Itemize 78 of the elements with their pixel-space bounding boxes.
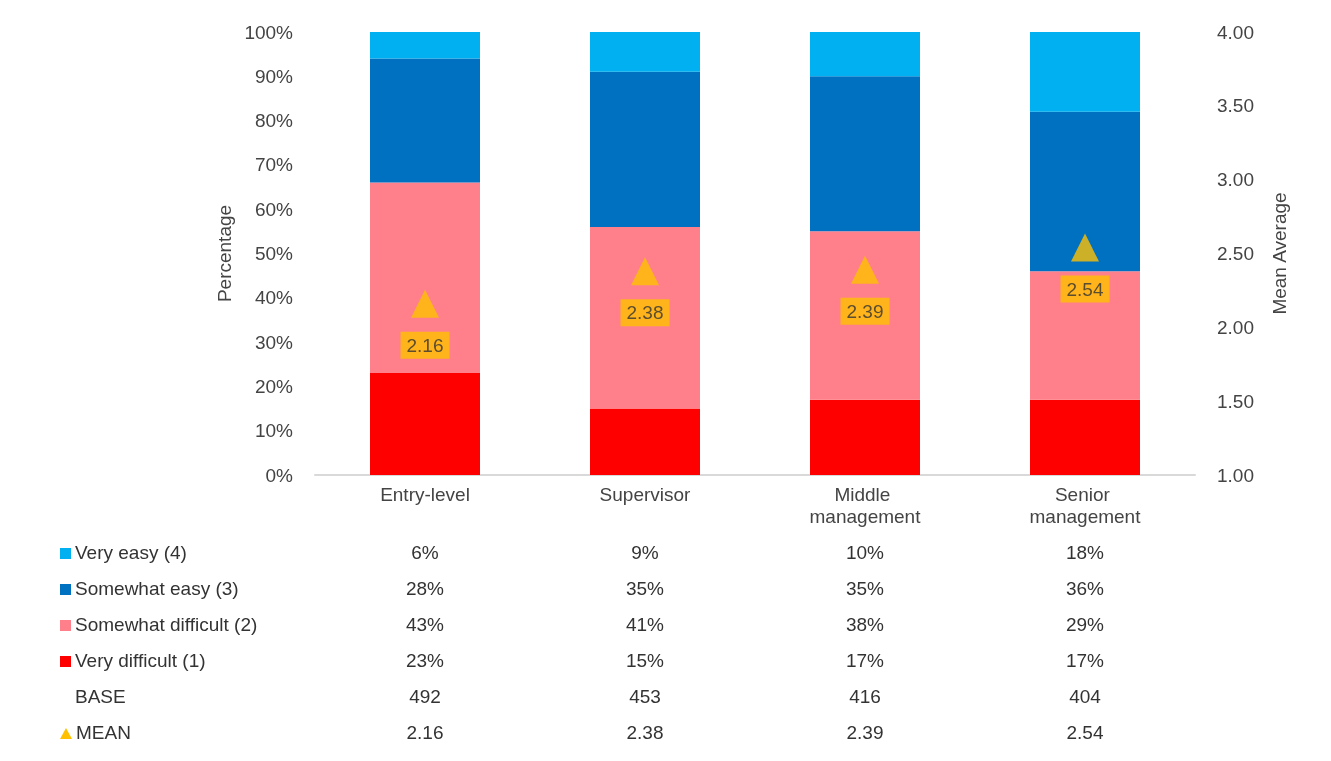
y-tick-label: 30% (254, 331, 294, 353)
point (411, 289, 439, 318)
data-label: 15% (625, 650, 665, 672)
bar (370, 373, 480, 475)
data-label: 18% (1065, 542, 1105, 564)
data-label: 17% (845, 650, 885, 672)
data-label: 29% (1065, 614, 1105, 636)
y2-tick-label: 1.00 (1217, 464, 1254, 486)
bar (1030, 271, 1140, 400)
data-label: 41% (625, 614, 665, 636)
y-tick-label: 0% (265, 464, 294, 486)
y2-tick-label: 1.50 (1217, 390, 1254, 412)
data-label: 2.54 (1066, 722, 1104, 744)
bar (370, 182, 480, 374)
point (631, 257, 659, 286)
y-tick-label: 90% (254, 65, 294, 87)
legend-label: MEAN (76, 722, 131, 744)
data-label: 43% (405, 614, 445, 636)
text: 453 (629, 686, 661, 708)
text: 416 (849, 686, 881, 708)
data-label: 38% (845, 614, 885, 636)
text: 404 (1069, 686, 1101, 708)
data-label: 36% (1065, 578, 1105, 600)
legend-label: Somewhat easy (3) (75, 578, 239, 600)
y-tick-label: 50% (254, 243, 294, 264)
data-label: 35% (625, 578, 665, 600)
x-tick-label: Supervisor (599, 483, 692, 505)
y-tick-label: 40% (254, 287, 294, 309)
bar (1030, 399, 1140, 475)
bar (810, 399, 920, 475)
text: 2.39 (846, 300, 884, 322)
data-label: 2.39 (846, 722, 884, 744)
legend-label: Somewhat difficult (2) (75, 614, 258, 636)
y-tick-label: 100% (244, 21, 294, 43)
point (1071, 233, 1099, 262)
bar (590, 226, 700, 409)
bar (590, 408, 700, 475)
y-tick-label: 60% (254, 198, 294, 220)
y-tick-label: 70% (254, 154, 294, 176)
x-tick-label: Middle management (809, 483, 922, 527)
bar (1030, 32, 1140, 112)
text: 2.54 (1066, 278, 1104, 300)
y2-tick-label: 3.50 (1217, 95, 1254, 117)
bar (590, 71, 700, 227)
data-label: 6% (411, 542, 439, 564)
y2-tick-label: 3.00 (1217, 169, 1254, 191)
bar (370, 32, 480, 59)
point (851, 255, 879, 284)
data-label: 9% (631, 542, 659, 564)
bar (810, 32, 920, 77)
y-tick-label: 10% (254, 420, 294, 442)
text: 492 (409, 686, 441, 708)
data-label: 2.38 (626, 722, 664, 744)
y2-tick-label: 2.50 (1217, 243, 1254, 264)
y2-tick-label: 2.00 (1217, 316, 1254, 338)
y2-tick-label: 4.00 (1217, 21, 1254, 43)
y-axis-title: Percentage (213, 204, 235, 303)
bar (370, 58, 480, 183)
data-label: 2.16 (406, 722, 444, 744)
legend-label: Very difficult (1) (75, 650, 206, 672)
y-tick-label: 20% (254, 375, 294, 397)
bar (590, 32, 700, 72)
bar (1030, 111, 1140, 272)
data-label: 23% (405, 650, 445, 672)
data-label: 10% (845, 542, 885, 564)
x-tick-label: Senior management (1029, 483, 1142, 527)
bar (810, 231, 920, 400)
text: 2.16 (406, 334, 444, 356)
data-label: 28% (405, 578, 445, 600)
text: BASE (75, 686, 126, 708)
text: 2.38 (626, 302, 664, 324)
x-tick-label: Entry-level (380, 483, 470, 505)
legend-label: Very easy (4) (75, 542, 187, 564)
bar (810, 76, 920, 232)
data-label: 35% (845, 578, 885, 600)
y-tick-label: 80% (254, 110, 294, 132)
data-label: 17% (1065, 650, 1105, 672)
y2-axis-title: Mean Average (1269, 192, 1290, 315)
